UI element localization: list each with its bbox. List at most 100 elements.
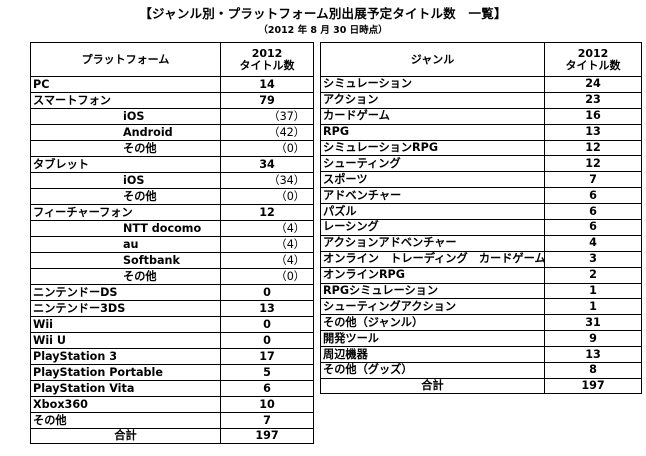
genre-row: 周辺機器 13 [320,346,642,364]
platform-name: Xbox360 [30,396,221,413]
platform-name: その他 [30,188,221,205]
platform-sub-row: その他 （0） [30,140,314,157]
platform-name-text: Softbank [123,253,180,267]
platform-sub-row: iOS （37） [30,108,314,125]
genre-row: オンラインRPG 2 [320,266,642,284]
platform-row: Wii U 0 [30,332,314,349]
platform-name: その他 [30,412,221,429]
genre-count: 23 [544,91,642,109]
platform-name-text: ニンテンドーDS [33,285,118,299]
platform-name-text: タブレット [33,157,89,171]
platform-name: au [30,236,221,253]
genre-row: シミュレーションRPG 12 [320,139,642,157]
platform-count: 12 [220,204,314,221]
platform-name-text: フィーチャーフォン [33,205,133,219]
genre-row: カードゲーム 16 [320,107,642,125]
genre-count: 24 [544,76,642,93]
platform-name-text: その他 [123,141,157,155]
count-label: タイトル数 [239,58,295,72]
genre-row: レーシング 6 [320,219,642,236]
genre-row: その他（グッズ） 8 [320,362,642,379]
genre-name: アドベンチャー [320,187,545,205]
genre-name: 開発ツール [320,330,545,348]
platform-name-text: Wii U [33,333,66,347]
platform-name-text: その他 [123,269,157,283]
genre-count: 1 [544,282,642,300]
platform-row: Wii 0 [30,316,314,333]
platform-name: PlayStation Portable [30,364,221,381]
platform-column-header: プラットフォーム [30,42,221,77]
platform-name: タブレット [30,156,221,173]
genre-name: RPG [320,123,545,141]
platform-name: その他 [30,268,221,285]
platform-table: プラットフォーム 2012 タイトル数 PC 14 スマートフォン 79 iOS （37）… [30,42,314,444]
platform-name: PlayStation 3 [30,348,221,365]
genre-row: パズル 6 [320,203,642,221]
platform-count: （42） [220,124,314,141]
platform-name-text: ニンテンドー3DS [33,301,126,315]
year-label: 2012 [251,46,283,60]
platform-name-text: PlayStation 3 [33,349,117,363]
genre-name: アクション [320,91,545,109]
platform-count: 17 [220,348,314,365]
platform-total-row: 合計 197 [30,428,314,444]
platform-name: PC [30,76,221,93]
platform-table-header: プラットフォーム 2012 タイトル数 [30,42,314,77]
platform-name: Wii [30,316,221,333]
platform-row: PlayStation Portable 5 [30,364,314,381]
platform-row: ニンテンドーDS 0 [30,284,314,301]
platform-name: その他 [30,140,221,157]
platform-row: PlayStation Vita 6 [30,380,314,397]
genre-count: 4 [544,234,642,252]
genre-row: アクション 23 [320,91,642,109]
platform-sub-row: iOS （34） [30,172,314,189]
platform-row: Xbox360 10 [30,396,314,413]
platform-sub-row: Softbank （4） [30,252,314,269]
platform-sub-row: Android （42） [30,124,314,141]
platform-name: Wii U [30,332,221,349]
genre-count: 13 [544,123,642,141]
genre-row: スポーツ 7 [320,171,642,189]
platform-name-text: PC [33,77,50,91]
platform-row: フィーチャーフォン 12 [30,204,314,221]
platform-count: 5 [220,364,314,381]
platform-count: 14 [220,76,314,93]
platform-name: ニンテンドーDS [30,284,221,301]
platform-sub-row: その他 （0） [30,268,314,285]
genre-name: オンライン トレーディング カードゲーム [320,250,545,268]
platform-count: 10 [220,396,314,413]
platform-count: 7 [220,412,314,429]
genre-row: RPG 13 [320,123,642,141]
platform-sub-row: NTT docomo （4） [30,220,314,237]
genre-count: 7 [544,171,642,189]
platform-name: NTT docomo [30,220,221,237]
platform-name-text: Xbox360 [33,397,88,411]
genre-count: 6 [544,203,642,221]
platform-count: 34 [220,156,314,173]
genre-name: レーシング [320,219,545,236]
platform-name: PlayStation Vita [30,380,221,397]
genre-name: パズル [320,203,545,221]
platform-count: （4） [220,220,314,237]
platform-row: その他 7 [30,412,314,429]
genre-count: 6 [544,187,642,205]
platform-count: （4） [220,252,314,269]
platform-row: PlayStation 3 17 [30,348,314,365]
genre-name: アクションアドベンチャー [320,234,545,252]
genre-name: カードゲーム [320,107,545,125]
platform-count: 0 [220,284,314,301]
platform-name: iOS [30,172,221,189]
genre-table: ジャンル 2012 タイトル数 シミュレーション 24 アクション 23 カードゲーム 1… [320,42,642,394]
genre-count: 31 [544,314,642,332]
genre-row: シミュレーション 24 [320,76,642,93]
genre-name: その他（グッズ） [320,362,545,379]
genre-count: 12 [544,139,642,157]
genre-row: シューティングアクション 1 [320,298,642,316]
document-title: 【ジャンル別・プラットフォーム別出展予定タイトル数 一覧】 [139,6,507,21]
platform-count: （4） [220,236,314,253]
platform-count: 0 [220,332,314,349]
genre-total-row: 合計 197 [320,377,642,394]
platform-name: ニンテンドー3DS [30,300,221,317]
platform-name: iOS [30,108,221,125]
platform-name-text: その他 [33,413,67,427]
